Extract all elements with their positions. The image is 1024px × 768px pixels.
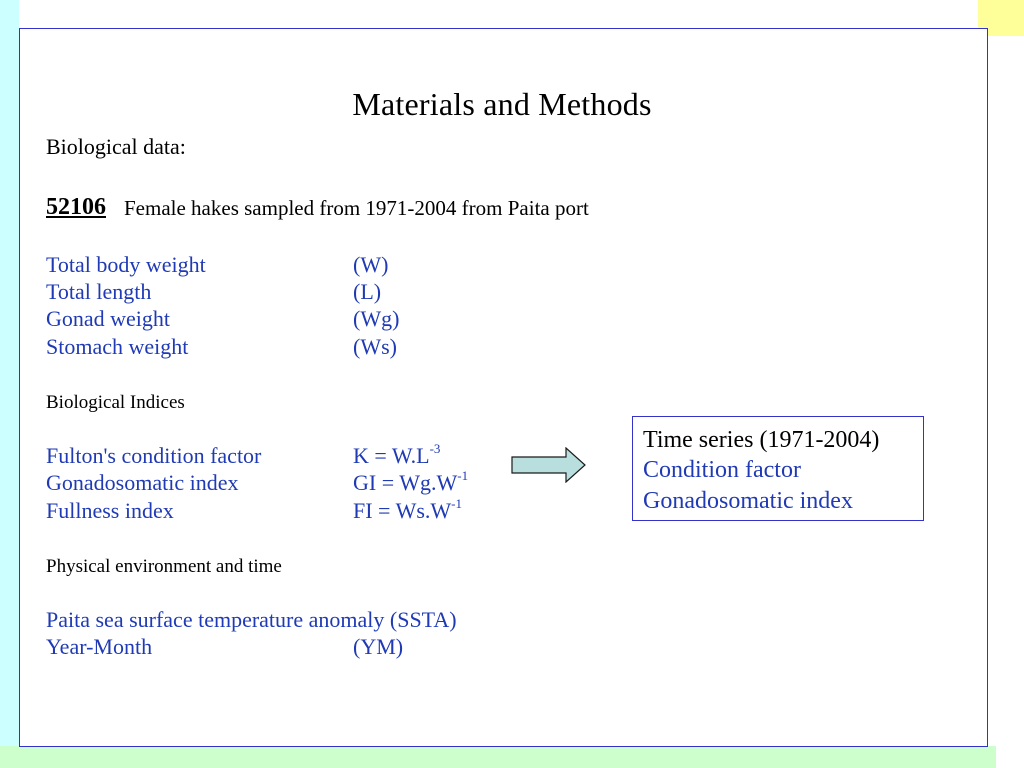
sample-description: Female hakes sampled from 1971-2004 from…	[124, 196, 589, 220]
variable-label: Total body weight	[46, 252, 206, 277]
variable-code: (L)	[353, 279, 382, 304]
biological-indices-heading: Biological Indices	[46, 392, 185, 413]
formula-exponent: -1	[451, 496, 463, 511]
sample-count: 52106	[46, 194, 106, 220]
formula-exponent: -3	[429, 441, 441, 456]
formula-text: FI = Ws.W	[353, 498, 452, 523]
variable-code: (W)	[353, 252, 389, 277]
index-label: Fullness index	[46, 498, 174, 523]
formula-text: K = W.L	[353, 443, 430, 468]
summary-line-3: Gonadosomatic index	[643, 488, 853, 514]
environment-label: Paita sea surface temperature anomaly (S…	[46, 607, 457, 632]
right-arrow-icon	[511, 447, 586, 483]
variable-code: (Ws)	[353, 334, 397, 359]
formula-exponent: -1	[457, 468, 469, 483]
index-label: Gonadosomatic index	[46, 470, 239, 495]
variable-code: (Wg)	[353, 306, 400, 331]
environment-heading: Physical environment and time	[46, 556, 282, 577]
index-label: Fulton's condition factor	[46, 443, 262, 468]
variable-label: Stomach weight	[46, 334, 189, 359]
summary-line-1: Time series (1971-2004)	[643, 427, 880, 453]
slide-frame	[19, 28, 988, 747]
index-formula: K = W.L-3	[353, 442, 440, 468]
slide-title: Materials and Methods	[352, 86, 652, 122]
environment-label: Year-Month	[46, 634, 153, 659]
bottom-decor-band	[0, 746, 996, 768]
variable-label: Gonad weight	[46, 306, 171, 331]
formula-text: GI = Wg.W	[353, 470, 458, 495]
environment-code: (YM)	[353, 634, 404, 659]
index-formula: FI = Ws.W-1	[353, 497, 462, 523]
index-formula: GI = Wg.W-1	[353, 469, 468, 495]
biological-data-heading: Biological data:	[46, 134, 186, 159]
summary-line-2: Condition factor	[643, 457, 801, 483]
left-decor-band	[0, 0, 19, 746]
variable-label: Total length	[46, 279, 152, 304]
summary-box: Time series (1971-2004) Condition factor…	[632, 416, 924, 521]
